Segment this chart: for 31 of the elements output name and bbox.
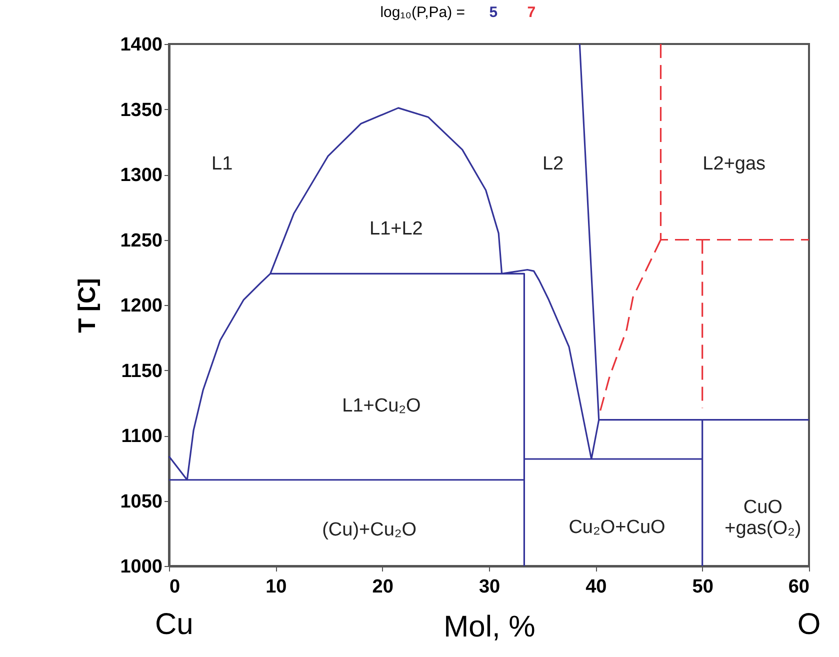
annotation: CuO +gas(O₂) (724, 497, 802, 540)
y-tick-label: 1150 (121, 360, 162, 382)
text: O (797, 608, 821, 641)
x-tick-label: 30 (478, 576, 500, 598)
x-tick-label: 50 (692, 576, 714, 598)
y-tick-label: 1350 (120, 100, 162, 121)
annotation: (Cu)+Cu₂O (322, 519, 417, 540)
legend-title: log₁₀(P,Pa) = (380, 4, 466, 21)
x-tick-label: 60 (788, 576, 810, 598)
text: 7 (527, 4, 536, 21)
y-tick-label: 1250 (120, 230, 162, 252)
y-tick-label: 1000 (120, 556, 162, 578)
y-tick-label: 1200 (120, 296, 162, 316)
text: 5 (489, 4, 498, 21)
y-axis-title: T [C] (74, 278, 102, 333)
x-axis-title: Mol, % (444, 610, 536, 644)
annotation: Cu₂O+CuO (568, 516, 666, 538)
annotation: L1 (212, 154, 233, 175)
annotation: L1+Cu₂O (342, 396, 421, 417)
y-tick-label: 1050 (120, 491, 162, 512)
y-tick-label: 1100 (121, 426, 162, 447)
annotation: L2 (542, 154, 564, 175)
y-tick-label: 1300 (120, 165, 162, 186)
annotation: L1+L2 (370, 218, 423, 240)
x-tick-label: 20 (372, 576, 394, 598)
x-tick-label: 0 (170, 576, 180, 598)
x-tick-label: 10 (266, 576, 287, 598)
text: Cu (154, 608, 194, 641)
y-tick-label: 1400 (120, 34, 162, 56)
x-tick-label: 40 (586, 576, 607, 598)
annotation: L2+gas (702, 154, 766, 175)
